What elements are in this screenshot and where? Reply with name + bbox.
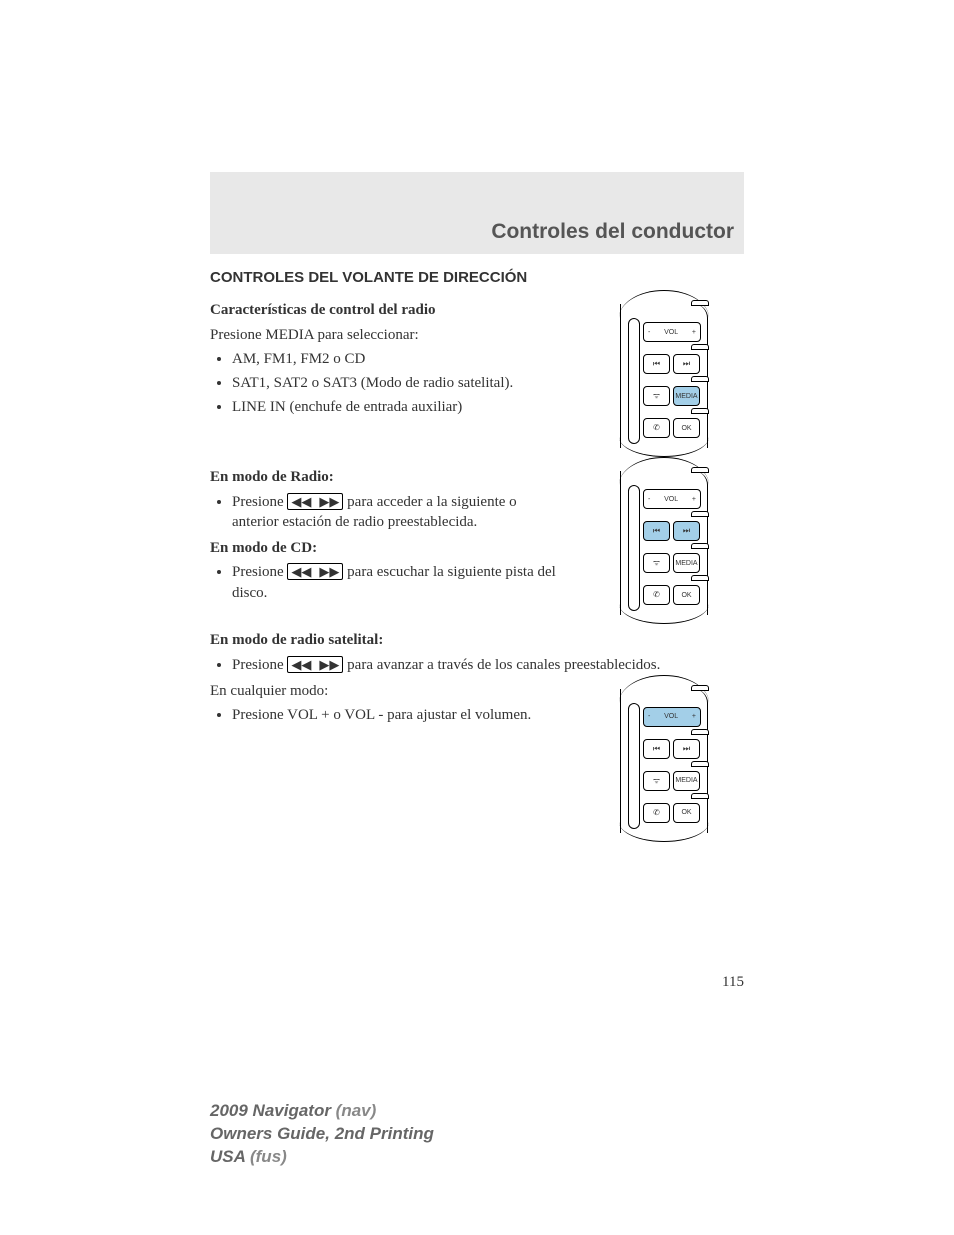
list-item: Presione VOL + o VOL - para ajustar el v… (232, 705, 566, 725)
rewind-icon: ◀◀ (291, 658, 311, 671)
radio-features-intro: Presione MEDIA para seleccionar: (210, 325, 566, 345)
footer-region-code: (fus) (245, 1147, 287, 1166)
footer-region: USA (210, 1147, 245, 1166)
forward-icon: ▶▶ (319, 658, 339, 671)
rewind-icon: ◀◀ (291, 495, 311, 508)
list-item: Presione ◀◀▶▶ para acceder a la siguient… (232, 492, 566, 533)
prev-track-icon: ⏮ (653, 360, 660, 368)
phone-icon: ✆ (653, 424, 660, 432)
section-heading: CONTROLES DEL VOLANTE DE DIRECCIÓN (210, 268, 744, 288)
block-any-mode: En cualquier modo: Presione VOL + o VOL … (210, 681, 744, 836)
voice-icon: ᯤ (653, 392, 660, 400)
footer-code: (nav) (331, 1101, 376, 1120)
list-item: Presione ◀◀▶▶ para escuchar la siguiente… (232, 562, 566, 603)
media-button-highlighted: MEDIA (673, 386, 700, 406)
rewind-icon: ◀◀ (291, 565, 311, 578)
block-radio-cd-mode: En modo de Radio: Presione ◀◀▶▶ para acc… (210, 463, 744, 618)
steering-control-diagram-vol: -VOL+ ⏮⏭ ᯤMEDIA ✆OK (620, 681, 708, 836)
page-number: 115 (722, 972, 744, 992)
list-item: LINE IN (enchufe de entrada auxiliar) (232, 397, 566, 417)
list-item: AM, FM1, FM2 o CD (232, 349, 566, 369)
body-content: CONTROLES DEL VOLANTE DE DIRECCIÓN Carac… (210, 254, 744, 836)
list-item: SAT1, SAT2 o SAT3 (Modo de radio satelit… (232, 373, 566, 393)
block-sat-mode: En modo de radio satelital: Presione ◀◀▶… (210, 630, 744, 675)
vol-button-highlighted: -VOL+ (643, 707, 701, 727)
seek-icons: ◀◀ ▶▶ (287, 493, 343, 510)
next-button-highlighted: ⏭ (673, 521, 700, 541)
radio-features-heading: Características de control del radio (210, 300, 566, 320)
page-content: Controles del conductor CONTROLES DEL VO… (210, 172, 744, 848)
radio-mode-heading: En modo de Radio: (210, 467, 566, 487)
steering-control-diagram-media: -VOL+ ⏮⏭ ᯤMEDIA ✆OK (620, 296, 708, 451)
prev-button-highlighted: ⏮ (643, 521, 670, 541)
cd-mode-heading: En modo de CD: (210, 538, 566, 558)
header-bar: Controles del conductor (210, 172, 744, 254)
footer-guide: Owners Guide, 2nd Printing (210, 1123, 434, 1146)
list-item: Presione ◀◀▶▶ para avanzar a través de l… (232, 655, 744, 675)
block-radio-features: Características de control del radio Pre… (210, 296, 744, 451)
footer: 2009 Navigator (nav) Owners Guide, 2nd P… (210, 1100, 434, 1169)
next-track-icon: ⏭ (683, 360, 690, 368)
forward-icon: ▶▶ (319, 495, 339, 508)
seek-icons: ◀◀ ▶▶ (287, 563, 343, 580)
any-mode-intro: En cualquier modo: (210, 681, 566, 701)
sat-mode-heading: En modo de radio satelital: (210, 630, 744, 650)
page-title: Controles del conductor (491, 220, 734, 244)
seek-icons: ◀◀ ▶▶ (287, 656, 343, 673)
steering-control-diagram-seek: -VOL+ ⏮⏭ ᯤMEDIA ✆OK (620, 463, 708, 618)
forward-icon: ▶▶ (319, 565, 339, 578)
footer-model: 2009 Navigator (210, 1101, 331, 1120)
